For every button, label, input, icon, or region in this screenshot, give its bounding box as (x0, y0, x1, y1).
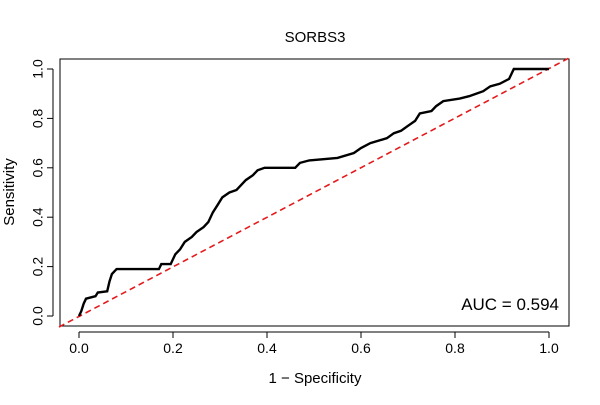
roc-curve (77, 67, 549, 317)
y-tick-label: 0.8 (30, 108, 46, 128)
y-axis-label: Sensitivity (1, 158, 18, 226)
y-tick-label: 0.6 (30, 158, 46, 178)
x-tick-label: 0.2 (163, 340, 183, 356)
plot-frame (59, 58, 570, 327)
reference-diagonal-line (58, 57, 570, 328)
x-tick-label: 0.4 (257, 340, 277, 356)
x-tick-label: 0.6 (351, 340, 371, 356)
y-tick-label: 0.4 (30, 207, 46, 227)
series-layer (58, 57, 570, 328)
x-tick-label: 0.8 (445, 340, 465, 356)
y-tick-label: 1.0 (30, 59, 46, 79)
y-axis: 0.0 0.2 0.4 0.6 0.8 1.0 (30, 59, 54, 326)
y-tick-label: 0.0 (30, 306, 46, 326)
y-tick-label: 0.2 (30, 257, 46, 277)
x-tick-label: 1.0 (539, 340, 559, 356)
x-tick-label: 0.0 (69, 340, 89, 356)
x-axis-label: 1 − Specificity (269, 370, 362, 387)
x-axis: 0.0 0.2 0.4 0.6 0.8 1.0 (69, 331, 559, 356)
chart-title: SORBS3 (285, 29, 346, 46)
auc-annotation: AUC = 0.594 (461, 295, 559, 314)
